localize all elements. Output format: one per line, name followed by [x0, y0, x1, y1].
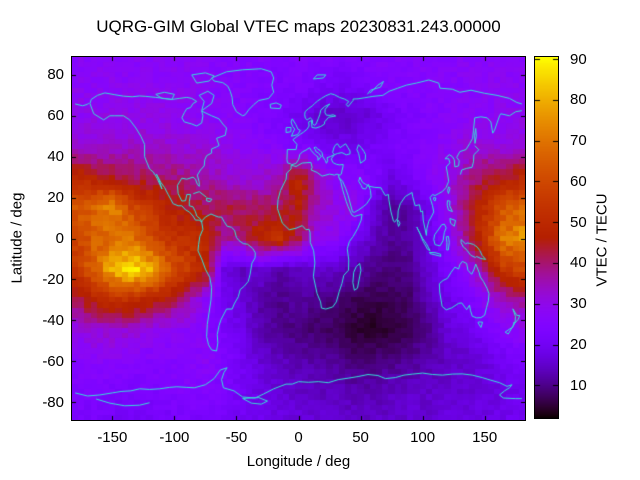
y-tick-label: -40: [42, 311, 64, 329]
colorbar-tick-label: 10: [570, 376, 587, 394]
x-tick-label: 100: [410, 429, 436, 446]
colorbar-tick-label: 80: [570, 91, 587, 109]
y-tick-label: 60: [47, 107, 64, 125]
colorbar-tick-label: 30: [570, 295, 587, 313]
colorbar-tick-label: 40: [570, 254, 587, 272]
colorbar-tick-label: 50: [570, 213, 587, 231]
colorbar-label: VTEC / TECU: [593, 193, 611, 287]
y-tick-label: 20: [47, 189, 64, 207]
colorbar-tick-label: 60: [570, 172, 587, 190]
x-axis-label: Longitude / deg: [246, 453, 351, 470]
x-tick-label: -100: [159, 429, 190, 446]
x-tick-label: 150: [472, 429, 498, 446]
y-tick-label: -80: [42, 393, 64, 411]
y-tick-label: -20: [42, 270, 64, 288]
map-plot-area: [71, 56, 526, 421]
colorbar-tick-label: 20: [570, 336, 587, 354]
x-tick-label: 50: [352, 429, 369, 446]
y-tick-label: 40: [47, 148, 64, 166]
x-tick-label: 0: [294, 429, 303, 446]
x-tick-label: -50: [225, 429, 248, 446]
colorbar-tick-label: 90: [570, 50, 587, 68]
colorbar-gradient-canvas: [535, 57, 558, 418]
vtec-heatmap-canvas: [72, 57, 525, 420]
y-tick-label: 80: [47, 66, 64, 84]
colorbar-tick-label: 70: [570, 132, 587, 150]
x-tick-label: -150: [97, 429, 128, 446]
colorbar: [534, 56, 559, 419]
chart-title: UQRG-GIM Global VTEC maps 20230831.243.0…: [96, 17, 501, 36]
y-tick-label: -60: [42, 352, 64, 370]
y-tick-label: 0: [55, 230, 64, 247]
